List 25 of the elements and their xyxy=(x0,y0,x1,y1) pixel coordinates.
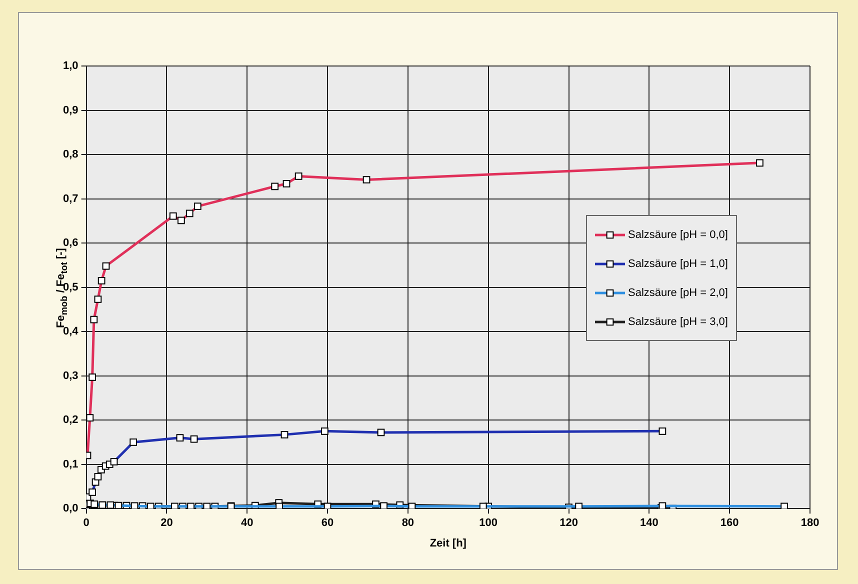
x-tick-label: 180 xyxy=(800,517,820,530)
y-tick-label: 0,0 xyxy=(62,502,78,515)
x-tick-label: 160 xyxy=(720,517,739,530)
x-tick-label: 140 xyxy=(640,517,658,530)
y-tick-label: 0,4 xyxy=(62,326,80,338)
y-tick-label: 0,1 xyxy=(62,458,78,470)
y-tick-label: 0,2 xyxy=(62,414,78,426)
x-axis-title: Zeit [h] xyxy=(430,537,467,550)
x-tick-label: 40 xyxy=(240,517,254,530)
y-tick-label: 1,0 xyxy=(62,60,78,72)
legend-label: Salzsäure [pH = 0,0] xyxy=(628,228,728,240)
x-tick-label: 120 xyxy=(560,517,578,530)
y-tick-label: 0,3 xyxy=(62,370,78,382)
x-tick-label: 100 xyxy=(479,517,498,530)
y-tick-label: 0,9 xyxy=(62,104,78,116)
x-tick-label: 20 xyxy=(160,517,173,530)
y-tick-label: 0,8 xyxy=(62,148,78,161)
y-tick-label: 0,6 xyxy=(62,237,78,250)
x-tick-label: 60 xyxy=(321,517,334,530)
legend-label: Salzsäure [pH = 3,0] xyxy=(628,316,728,328)
legend-label: Salzsäure [pH = 2,0] xyxy=(628,286,728,298)
y-tick-label: 0,7 xyxy=(62,192,78,205)
x-tick-label: 80 xyxy=(402,517,414,530)
legend-label: Salzsäure [pH = 1,0] xyxy=(628,258,728,270)
x-tick-label: 0 xyxy=(83,517,90,530)
